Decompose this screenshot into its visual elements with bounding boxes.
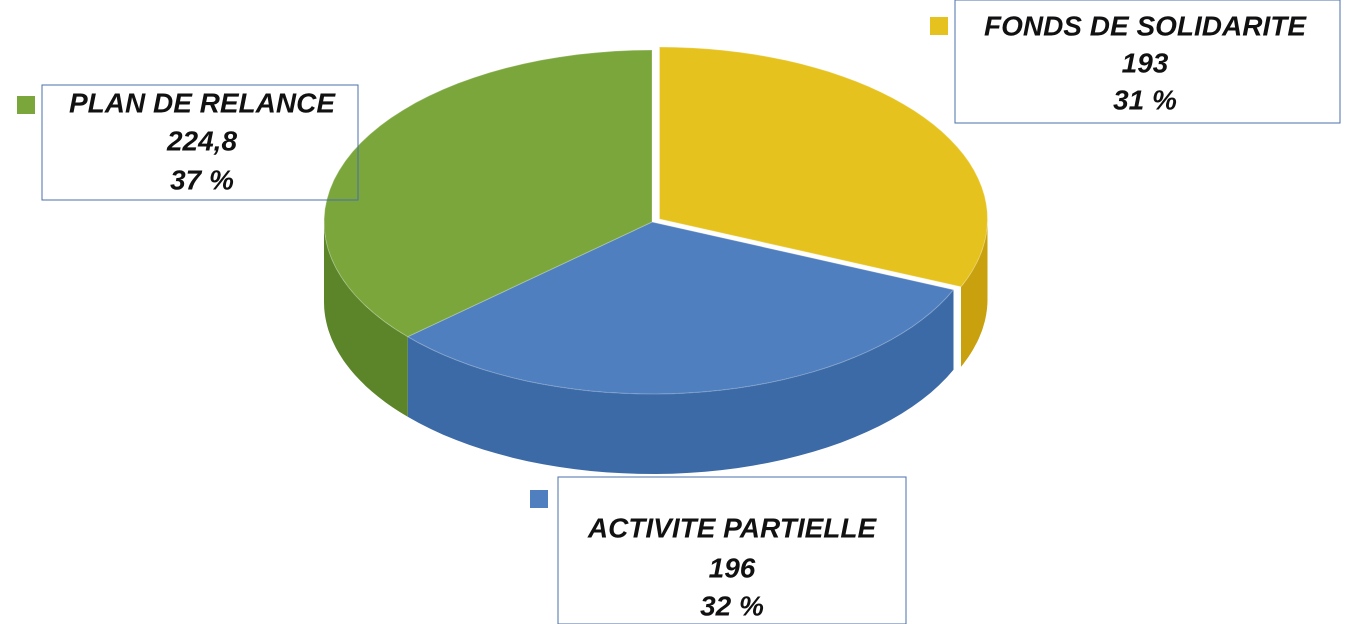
slice <box>658 46 989 288</box>
value-label: 196 <box>709 552 756 583</box>
category-label: PLAN DE RELANCE <box>69 87 336 118</box>
legend-swatch <box>930 17 948 35</box>
percent-label: 37 % <box>170 164 234 195</box>
value-label: 224,8 <box>166 125 237 156</box>
legend-swatch <box>17 96 35 114</box>
slice-side <box>407 289 954 474</box>
category-label: ACTIVITE PARTIELLE <box>587 512 878 543</box>
slice <box>323 49 653 338</box>
label-box <box>954 0 1341 124</box>
label-box <box>557 476 907 624</box>
slice <box>406 221 955 395</box>
percent-label: 31 % <box>1113 84 1177 115</box>
percent-label: 32 % <box>700 590 764 621</box>
value-label: 193 <box>1122 47 1169 78</box>
slice-side <box>961 219 988 367</box>
legend-swatch <box>530 490 548 508</box>
slice-side <box>324 222 408 417</box>
label-box <box>41 84 359 201</box>
category-label: FONDS DE SOLIDARITE <box>984 10 1307 41</box>
